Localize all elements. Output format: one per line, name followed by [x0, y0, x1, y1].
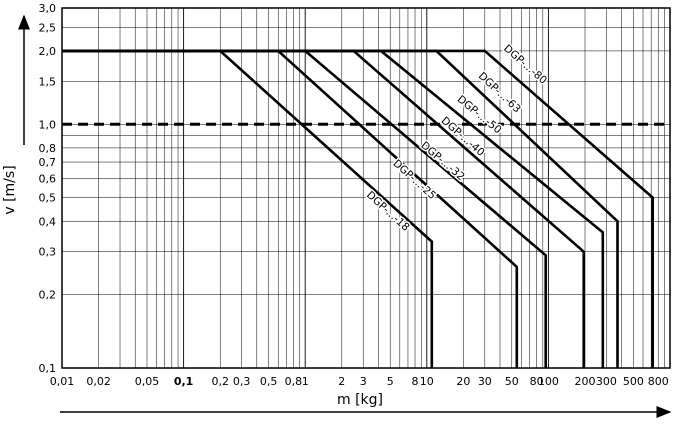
x-tick-label: 0,5: [260, 375, 278, 388]
x-tick-labels: 0,01 0,02 0,05 0,1 0,2 0,3 0,5 0,8 1 2 3 5 8 10 20 30 50…: [50, 375, 669, 388]
plot-frame: [61, 7, 671, 369]
y-tick-label: 0,6: [39, 172, 57, 185]
y-tick-label: 0,4: [39, 215, 57, 228]
y-axis-label: v [m/s]: [2, 165, 18, 214]
y-tick-label: 2,5: [39, 21, 57, 34]
series-label: DGP-...-25: [391, 157, 439, 202]
y-tick-label: 2,0: [39, 45, 57, 58]
x-tick-label: 0,02: [86, 375, 111, 388]
x-tick-label: 1: [302, 375, 309, 388]
x-tick-label: 0,05: [135, 375, 160, 388]
x-tick-label: 10: [420, 375, 434, 388]
x-tick-label: 3: [360, 375, 367, 388]
x-tick-label: 50: [505, 375, 519, 388]
y-tick-label: 0,2: [39, 289, 57, 302]
x-tick-label: 2: [338, 375, 345, 388]
y-tick-label: 0,1: [39, 362, 57, 375]
series-label: DGP-...-80: [501, 43, 549, 87]
x-tick-label: 0,1: [174, 375, 194, 388]
series-line: [62, 49, 548, 368]
x-tick-label: 5: [387, 375, 394, 388]
x-tick-label: 0,01: [50, 375, 75, 388]
y-tick-labels: 0,1 0,2 0,3 0,4 0,5 0,6 0,70,8 1,0 1,5 2,0 2,5 3,0: [39, 2, 57, 375]
x-tick-label: 0,2: [211, 375, 229, 388]
x-tick-label: 8: [412, 375, 419, 388]
x-tick-label: 100: [538, 375, 559, 388]
series-line: [62, 49, 434, 368]
y-tick-label: 1,0: [39, 118, 57, 131]
y-tick-label: 0,5: [39, 192, 57, 205]
x-tick-label: 800: [648, 375, 669, 388]
y-tick-label: 1,5: [39, 75, 57, 88]
series-label: DGP-...-18: [364, 189, 412, 234]
x-tick-label: 200: [575, 375, 596, 388]
x-tick-label: 0,3: [233, 375, 251, 388]
x-tick-label: 30: [478, 375, 492, 388]
series-line: [62, 49, 655, 368]
x-tick-label: 0,8: [285, 375, 303, 388]
x-axis-label: m [kg]: [337, 392, 383, 408]
y-tick-label: 3,0: [39, 2, 57, 15]
series-line: [62, 49, 519, 368]
y-tick-label: 0,8: [39, 142, 57, 155]
x-tick-label: 80: [530, 375, 544, 388]
series-label: DGP-...-32: [418, 139, 466, 183]
y-tick-label: 0,7: [39, 156, 57, 169]
x-tick-label: 300: [596, 375, 617, 388]
grid: [62, 8, 670, 368]
y-tick-label: 0,3: [39, 246, 57, 259]
series-group: [62, 49, 655, 368]
x-tick-label: 500: [623, 375, 644, 388]
x-tick-label: 20: [456, 375, 470, 388]
